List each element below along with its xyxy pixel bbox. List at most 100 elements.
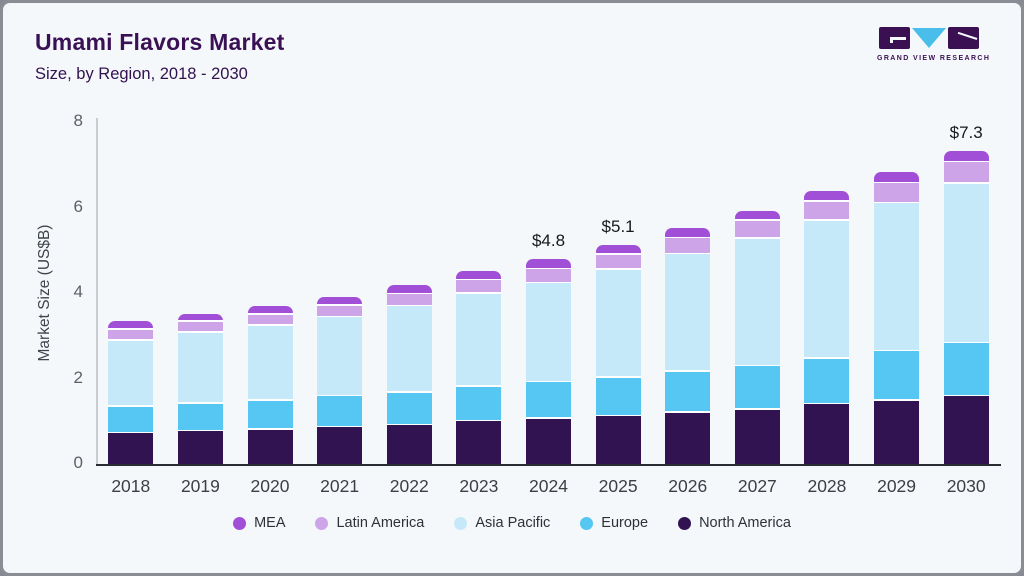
bar-segment-asia-pacific [595,269,641,377]
x-axis-line [96,464,1001,466]
bar-segment-europe [108,406,154,432]
x-tick-label: 2019 [180,476,220,496]
x-tick-label: 2029 [877,476,917,496]
bar-segment-europe [456,386,502,420]
bar-segment-europe [804,358,850,403]
bar-segment-mea [665,227,711,237]
bar-segment-latin-america [734,220,780,237]
bar-segment-north-america [734,409,780,464]
y-axis-line [96,118,98,464]
bar-segment-mea [734,210,780,220]
bar-segment-asia-pacific [247,325,293,400]
legend-item-mea: MEA [233,515,285,531]
y-tick-label: 0 [73,453,83,472]
bar-segment-mea [177,313,223,321]
legend-label: Asia Pacific [475,515,551,531]
bar-segment-latin-america [665,238,711,253]
bar-segment-europe [177,403,223,430]
bar-segment-asia-pacific [526,283,571,381]
x-tick-label: 2027 [737,476,777,496]
bar-2020 [247,306,293,464]
bar-segment-latin-america [386,294,432,305]
page-title: Umami Flavors Market [35,29,285,55]
plot-area: 0 2 4 6 8 2018 2019 2020 2021 2022 2023 2024 $4.8 202… [74,111,1001,496]
y-tick-label: 8 [73,111,83,130]
bar-segment-europe [317,396,363,426]
y-tick-label: 2 [73,367,83,387]
bar-segment-asia-pacific [665,254,711,371]
x-tick-label: 2024 [529,476,568,496]
bar-segment-latin-america [526,269,571,282]
bar-segment-north-america [526,418,571,464]
chart-legend: MEA Latin America Asia Pacific Europe North … [3,515,1021,531]
logo-caption: GRAND VIEW RESEARCH [877,55,991,62]
bar-segment-asia-pacific [317,317,363,395]
logo-g-glyph [890,37,906,40]
legend-dot-asia-pacific [454,516,468,530]
y-tick-label: 6 [73,196,83,216]
bar-segment-latin-america [247,314,293,325]
x-tick-label: 2030 [946,476,986,496]
bar-segment-north-america [874,400,920,464]
page-subtitle: Size, by Region, 2018 - 2030 [35,65,248,83]
bar-2025 [595,244,641,464]
bar-segment-mea [456,270,502,279]
bar-segment-mea [874,172,920,182]
bar-2022 [386,284,432,464]
bar-segment-asia-pacific [177,332,223,403]
bar-segment-north-america [247,429,293,464]
legend-dot-europe [580,516,594,530]
legend-label: Europe [601,515,649,531]
legend-dot-latin-america [315,516,329,530]
bar-segment-europe [734,366,780,408]
bar-2026 [665,227,711,464]
bar-2028 [804,190,850,464]
x-tick-label: 2025 [598,476,638,496]
bar-segment-asia-pacific [386,306,432,392]
bar-segment-europe [943,343,989,395]
bar-segment-north-america [804,404,850,464]
bar-2024 [526,259,571,464]
legend-item-latin-america: Latin America [315,515,424,531]
bar-segment-mea [317,296,363,305]
x-tick-label: 2026 [668,476,708,496]
legend-dot-mea [233,516,247,530]
bar-segment-latin-america [804,201,850,220]
bar-segment-asia-pacific [108,340,154,406]
bar-segment-mea [526,259,571,268]
legend-item-north-america: North America [678,515,791,531]
legend-label: North America [699,515,791,531]
x-tick-label: 2021 [320,476,360,496]
x-tick-label: 2022 [389,476,429,496]
x-tick-label: 2028 [807,476,847,496]
legend-label: Latin America [336,515,425,531]
bar-segment-north-america [177,431,223,464]
y-tick-label: 4 [73,282,83,301]
legend-item-asia-pacific: Asia Pacific [454,515,550,531]
bar-value-label: $7.3 [949,123,983,143]
bar-2023 [456,270,502,464]
bar-segment-north-america [386,425,432,464]
x-tick-label: 2020 [250,476,290,496]
logo-r-block-icon [948,27,979,49]
bar-segment-north-america [665,412,711,464]
logo-g-block-icon [879,27,910,49]
bar-segment-north-america [108,433,154,464]
bar-2019 [177,313,223,464]
bar-value-label: $5.1 [601,216,635,236]
bar-segment-europe [386,392,432,424]
bar-2027 [734,210,780,464]
legend-item-europe: Europe [580,515,648,531]
bar-2021 [317,296,363,464]
bar-segment-mea [247,306,293,314]
bar-2018 [108,320,154,464]
gvr-logo: GRAND VIEW RESEARCH [877,27,991,62]
stacked-bar-chart: Market Size (US$B) 0 2 4 6 8 2018 2019 2020 2021… [3,3,1021,573]
bar-segment-mea [595,244,641,254]
bar-segment-latin-america [177,321,223,332]
bar-segment-europe [874,351,920,400]
bar-segment-mea [943,151,989,161]
bar-segment-asia-pacific [874,203,920,350]
gvr-logo-marks [877,27,981,51]
